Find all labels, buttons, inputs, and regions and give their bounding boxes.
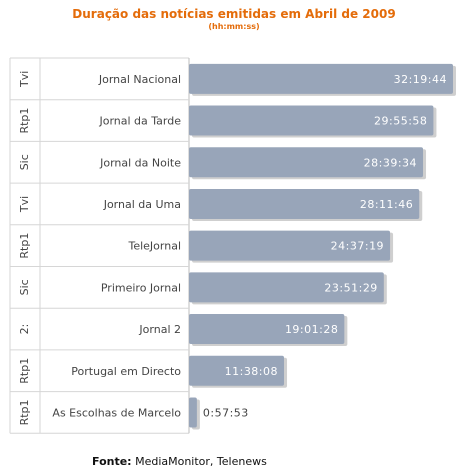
- source-note: Fonte: MediaMonitor, Telenews: [92, 455, 267, 468]
- bar: [189, 397, 197, 428]
- bar: [189, 272, 384, 303]
- value-label: 19:01:28: [285, 323, 338, 336]
- channel-label: Rtp1: [18, 233, 31, 259]
- channel-label: 2:: [18, 324, 31, 335]
- channel-label: Rtp1: [18, 358, 31, 384]
- source-label: Fonte:: [92, 455, 132, 468]
- channel-label: Tvi: [18, 71, 31, 88]
- program-label: Jornal 2: [138, 323, 181, 336]
- program-label: Portugal em Directo: [71, 365, 181, 378]
- value-label: 11:38:08: [225, 365, 278, 378]
- program-label: TeleJornal: [127, 240, 181, 253]
- channel-label: Rtp1: [18, 399, 31, 425]
- value-label: 28:39:34: [364, 156, 417, 169]
- bar: [189, 314, 345, 345]
- value-label: 24:37:19: [331, 240, 384, 253]
- program-label: Jornal da Uma: [103, 198, 181, 211]
- bar: [189, 147, 424, 178]
- bar: [189, 63, 453, 94]
- bar: [189, 105, 434, 136]
- program-label: Jornal da Noite: [99, 156, 181, 169]
- value-label: 23:51:29: [324, 281, 377, 294]
- bar: [189, 355, 285, 386]
- channel-label: Tvi: [18, 196, 31, 213]
- value-label: 28:11:46: [360, 198, 413, 211]
- bar: [189, 188, 420, 219]
- channel-label: Sic: [18, 279, 31, 295]
- program-label: As Escolhas de Marcelo: [52, 406, 181, 419]
- value-label: 29:55:58: [374, 115, 427, 128]
- program-label: Jornal da Tarde: [98, 115, 181, 128]
- channel-label: Sic: [18, 154, 31, 170]
- chart-title: Duração das notícias emitidas em Abril d…: [72, 7, 396, 21]
- channel-label: Rtp1: [18, 108, 31, 134]
- value-label: 0:57:53: [203, 406, 249, 419]
- program-label: Jornal Nacional: [98, 73, 181, 86]
- value-label: 32:19:44: [394, 73, 447, 86]
- bar: [189, 230, 391, 261]
- source-text: MediaMonitor, Telenews: [135, 455, 267, 468]
- program-label: Primeiro Jornal: [101, 281, 181, 294]
- chart-subtitle: (hh:mm:ss): [208, 22, 260, 31]
